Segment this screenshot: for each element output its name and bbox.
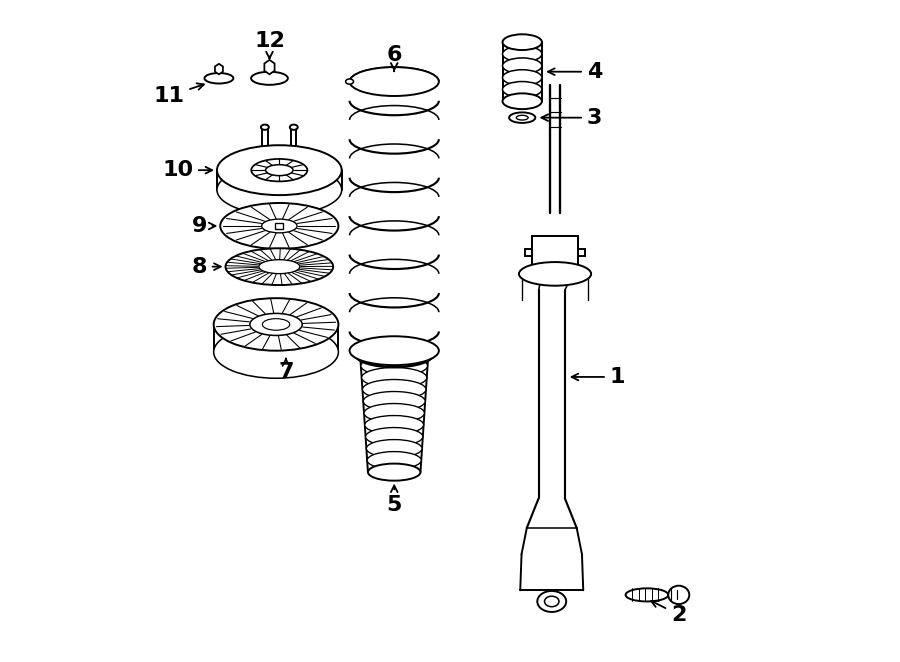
Ellipse shape (261, 124, 269, 130)
Ellipse shape (517, 115, 528, 120)
Ellipse shape (362, 367, 427, 388)
Ellipse shape (519, 262, 591, 286)
Ellipse shape (502, 58, 542, 73)
Ellipse shape (361, 355, 428, 376)
Ellipse shape (349, 336, 439, 365)
Ellipse shape (346, 79, 354, 84)
Ellipse shape (363, 379, 426, 399)
Text: 12: 12 (254, 31, 285, 58)
Text: 4: 4 (548, 62, 602, 81)
Ellipse shape (368, 463, 420, 481)
Ellipse shape (502, 46, 542, 62)
Text: 10: 10 (162, 160, 212, 180)
Ellipse shape (220, 203, 338, 249)
Ellipse shape (669, 586, 689, 604)
Text: 11: 11 (154, 83, 204, 106)
Ellipse shape (213, 326, 338, 378)
Ellipse shape (226, 248, 333, 285)
Ellipse shape (217, 145, 342, 195)
Text: 2: 2 (652, 601, 686, 624)
Ellipse shape (360, 344, 428, 365)
Ellipse shape (366, 440, 422, 457)
Text: 9: 9 (192, 216, 215, 236)
Ellipse shape (502, 70, 542, 85)
Text: 3: 3 (542, 108, 602, 128)
Ellipse shape (364, 404, 425, 422)
Ellipse shape (544, 596, 559, 606)
Ellipse shape (349, 67, 439, 96)
Ellipse shape (367, 451, 421, 469)
Ellipse shape (502, 93, 542, 109)
Ellipse shape (204, 73, 233, 83)
Polygon shape (532, 236, 578, 269)
Ellipse shape (355, 341, 434, 367)
Ellipse shape (502, 81, 542, 97)
Ellipse shape (502, 34, 542, 50)
Bar (275, 223, 284, 229)
Polygon shape (265, 60, 274, 74)
Text: 5: 5 (386, 485, 402, 515)
Ellipse shape (365, 428, 423, 446)
Ellipse shape (364, 416, 424, 434)
Ellipse shape (213, 298, 338, 351)
Ellipse shape (217, 165, 342, 214)
Ellipse shape (537, 591, 566, 612)
Text: 6: 6 (386, 45, 402, 71)
Ellipse shape (626, 589, 669, 602)
Text: 7: 7 (278, 359, 293, 382)
Polygon shape (215, 64, 223, 74)
Text: 8: 8 (192, 257, 220, 277)
Ellipse shape (251, 71, 288, 85)
Text: 1: 1 (572, 367, 626, 387)
Ellipse shape (364, 391, 425, 411)
Ellipse shape (290, 124, 298, 130)
Ellipse shape (509, 113, 536, 123)
